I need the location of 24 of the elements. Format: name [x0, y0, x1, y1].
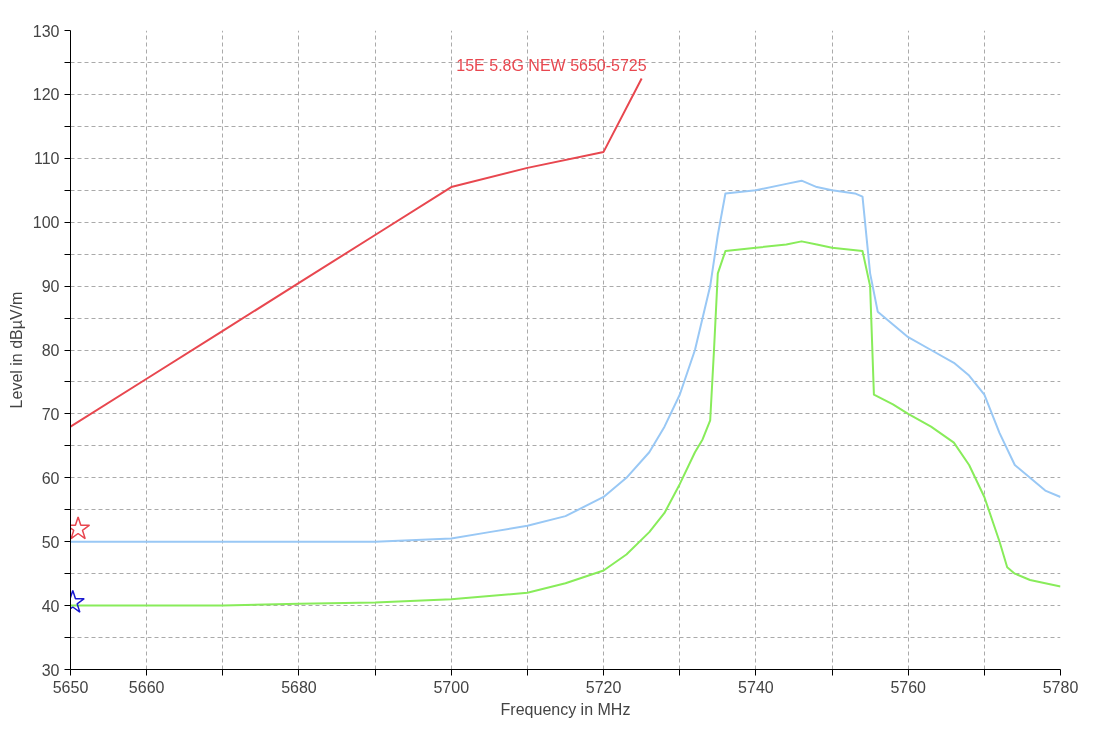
- y-tick-label: 80: [41, 342, 60, 359]
- x-tick-label: 5720: [585, 678, 622, 696]
- y-tick-label: 90: [41, 278, 60, 296]
- x-tick-label: 5760: [890, 678, 927, 696]
- x-tick-label: 5660: [128, 678, 165, 696]
- line-series: [70, 179, 1061, 543]
- y-tick-label: 110: [33, 150, 60, 168]
- x-tick-label: 5700: [433, 678, 470, 696]
- y-tick-label: 120: [32, 86, 60, 104]
- y-axis-title: Level in dBµV/m: [7, 291, 25, 409]
- y-tick-label: 60: [41, 469, 60, 487]
- x-axis-title: Frequency in MHz: [500, 700, 631, 718]
- y-tick-label: 70: [41, 405, 60, 423]
- x-tick-label: 5740: [738, 678, 774, 696]
- y-tick-label: 100: [32, 214, 60, 232]
- x-tick-label: 5650: [52, 678, 89, 696]
- line-series: [70, 77, 643, 428]
- y-tick-label: 50: [41, 533, 60, 551]
- y-tick-label: 30: [41, 661, 60, 679]
- y-tick-label: 40: [41, 597, 60, 615]
- y-tick-label: 130: [32, 22, 60, 40]
- x-tick-label: 5780: [1042, 678, 1079, 696]
- series-label: 15E 5.8G NEW 5650-5725: [456, 57, 647, 75]
- x-tick-label: 5680: [281, 678, 317, 696]
